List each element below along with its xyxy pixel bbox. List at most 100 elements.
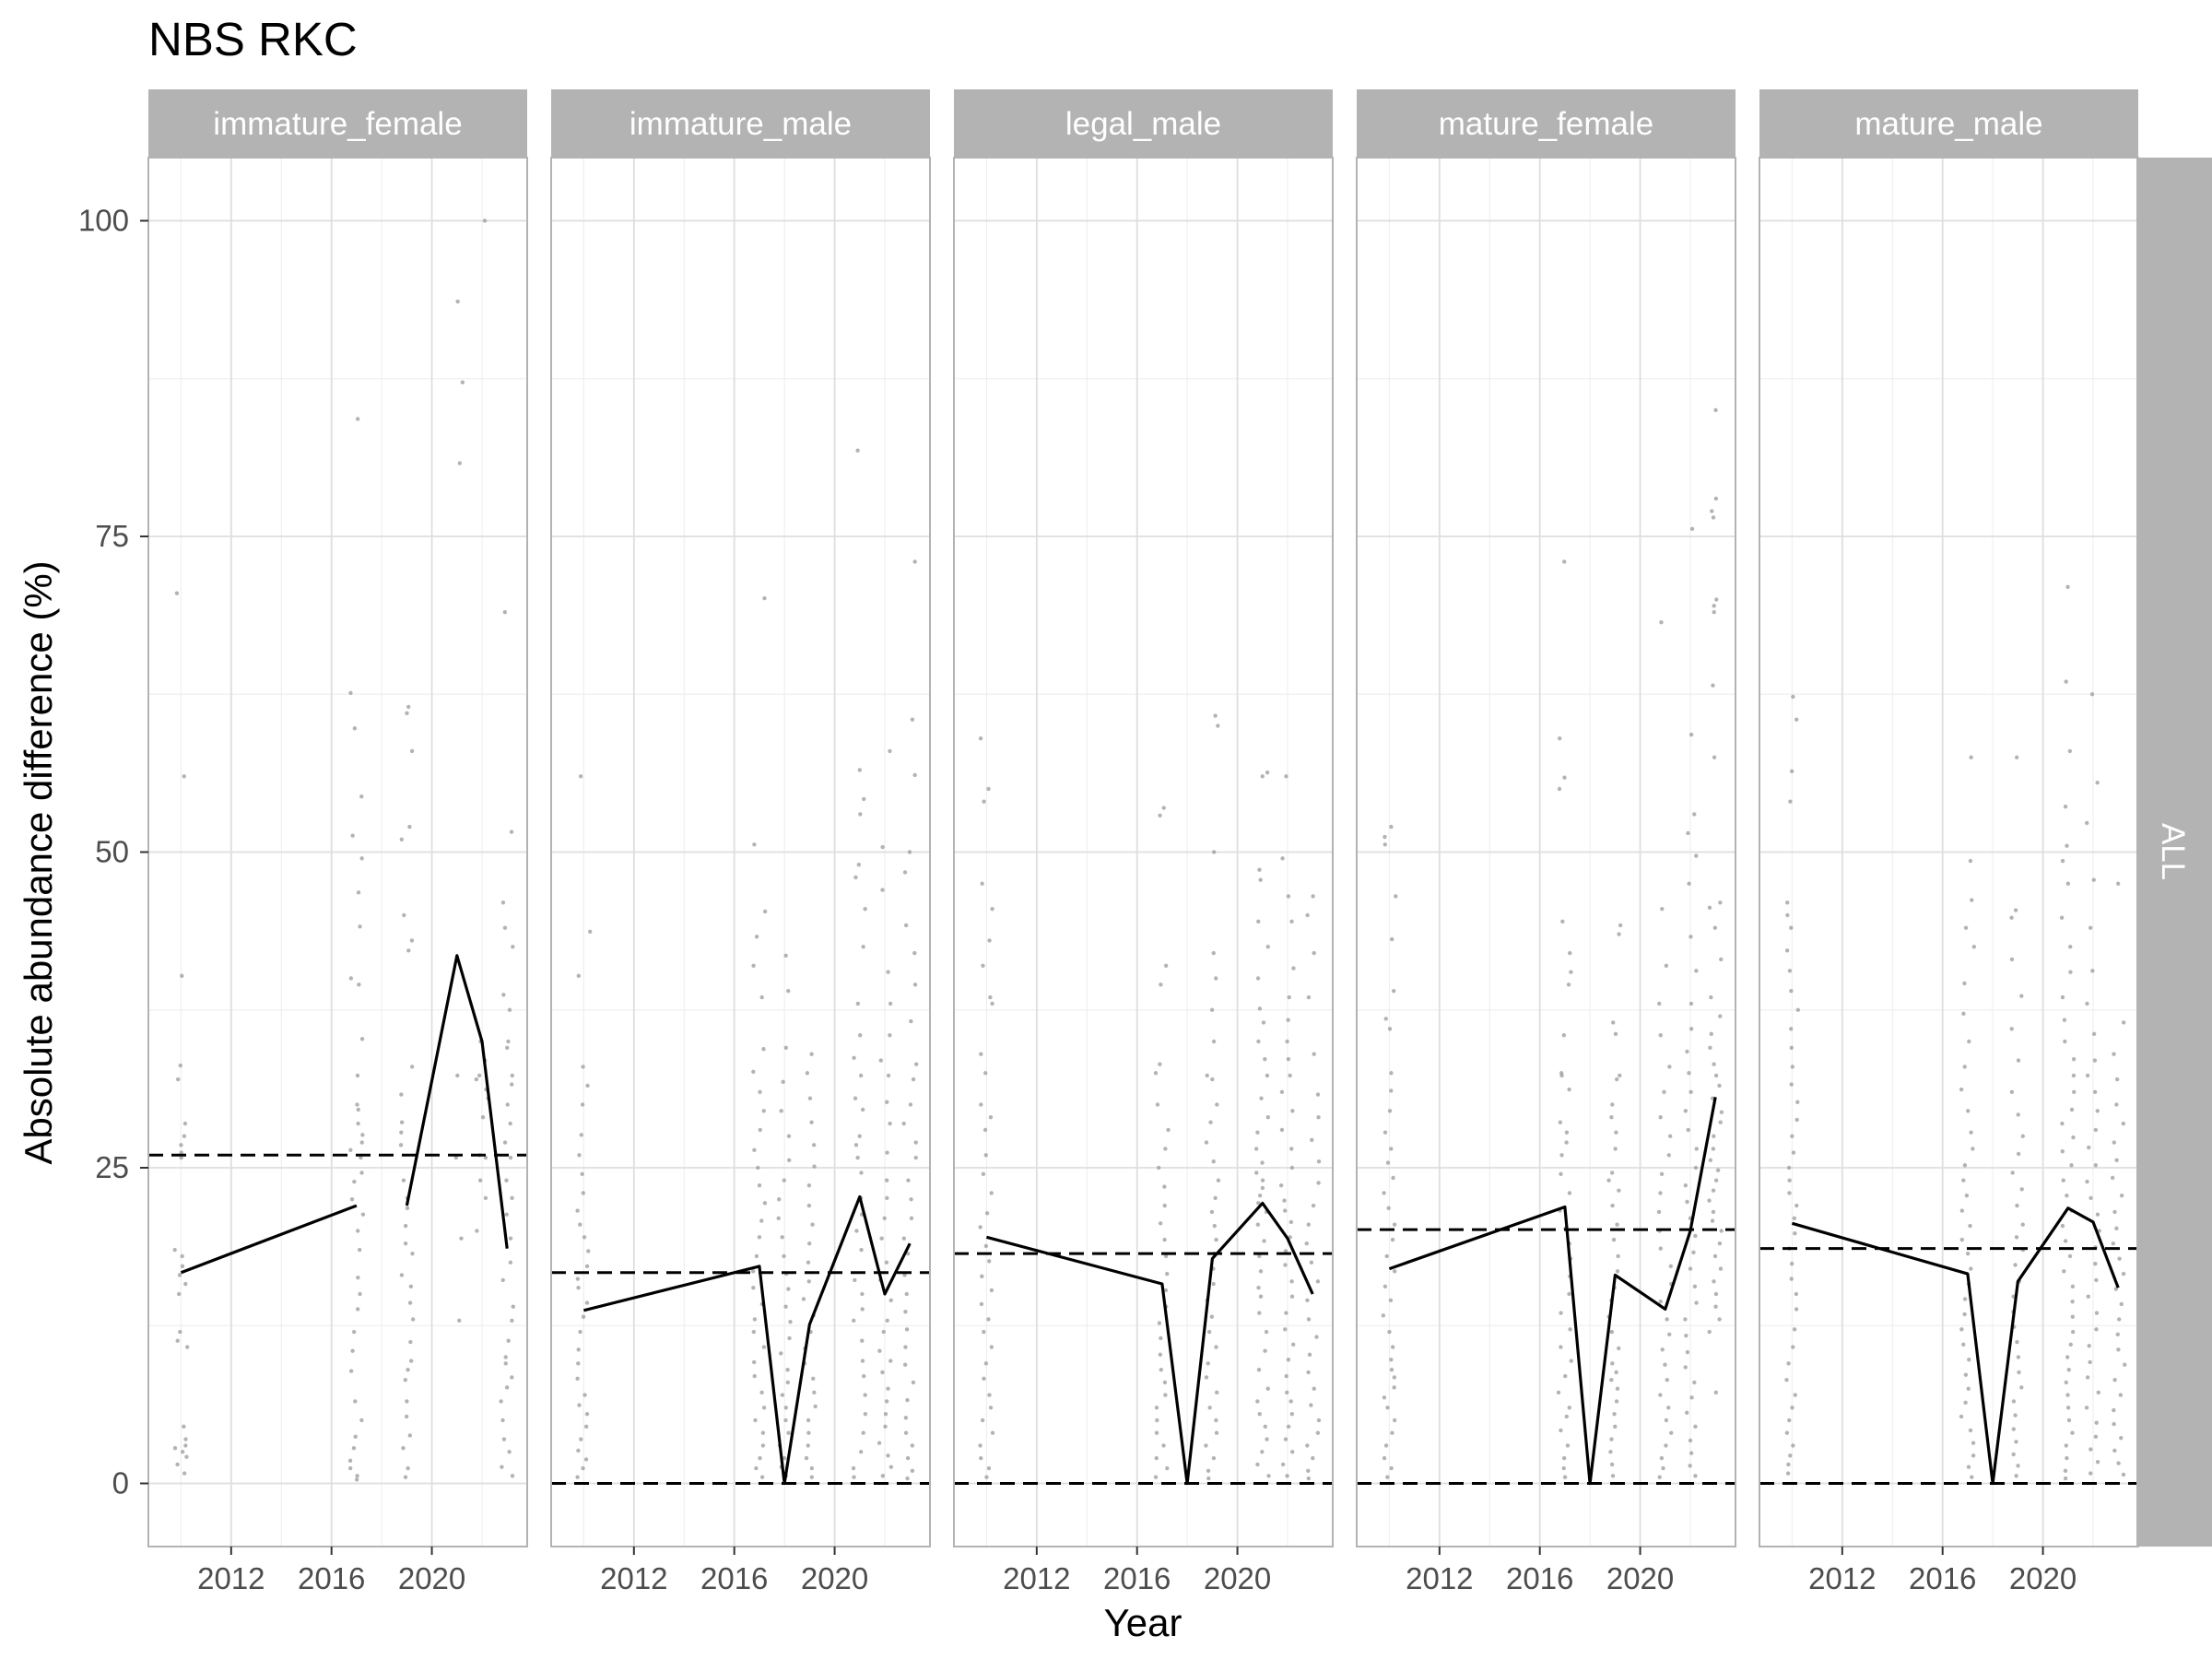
- data-point: [1710, 509, 1714, 513]
- data-point: [1214, 1345, 1218, 1349]
- data-point: [978, 1225, 982, 1230]
- data-point: [575, 1277, 581, 1281]
- data-point: [1286, 894, 1291, 899]
- data-point: [2065, 881, 2071, 886]
- data-point: [1265, 1386, 1270, 1391]
- data-point: [1306, 1476, 1312, 1481]
- data-point: [1794, 717, 1799, 722]
- data-point: [1787, 969, 1793, 973]
- data-point: [576, 973, 582, 978]
- data-point: [1687, 1071, 1691, 1076]
- data-point: [1265, 1437, 1269, 1441]
- data-point: [1966, 1109, 1971, 1113]
- data-point: [1285, 1474, 1289, 1478]
- data-point: [1711, 1147, 1716, 1151]
- data-point: [978, 736, 983, 741]
- data-point: [1165, 1465, 1170, 1471]
- data-point: [508, 1260, 513, 1265]
- data-point: [760, 1443, 766, 1448]
- data-point: [1289, 919, 1294, 924]
- data-point: [1614, 1399, 1619, 1404]
- data-point: [859, 1247, 864, 1253]
- data-point: [806, 1418, 811, 1423]
- data-point: [506, 1338, 511, 1343]
- data-point: [1564, 1414, 1569, 1419]
- data-point: [578, 1329, 582, 1335]
- data-point: [1558, 1120, 1563, 1124]
- data-point: [861, 945, 865, 949]
- data-point: [2009, 1027, 2014, 1031]
- data-point: [1567, 1191, 1572, 1195]
- data-point: [1659, 1455, 1665, 1461]
- data-point: [1710, 1218, 1715, 1223]
- data-point: [888, 1359, 893, 1363]
- data-point: [1157, 1321, 1162, 1325]
- data-point: [1665, 1317, 1669, 1322]
- data-point: [1263, 1424, 1267, 1430]
- data-point: [356, 890, 361, 895]
- data-point: [1562, 1475, 1568, 1479]
- data-point: [1612, 1411, 1617, 1417]
- data-point: [980, 881, 984, 886]
- data-point: [882, 1216, 887, 1221]
- data-point: [348, 690, 353, 696]
- row-facet-strip-bg: [2136, 158, 2212, 1547]
- data-point: [1279, 1127, 1285, 1133]
- data-point: [1382, 1130, 1388, 1135]
- data-point: [852, 1318, 856, 1323]
- data-point: [806, 1279, 811, 1284]
- data-point: [1254, 1171, 1259, 1175]
- data-point: [1558, 736, 1562, 741]
- data-point: [1156, 1165, 1161, 1171]
- data-point: [812, 1390, 817, 1395]
- data-point: [1255, 1399, 1260, 1404]
- data-point: [1163, 1147, 1168, 1151]
- data-point: [1609, 1437, 1614, 1441]
- data-point: [986, 1465, 992, 1471]
- data-point: [1306, 1222, 1311, 1227]
- data-point: [2112, 1209, 2117, 1215]
- data-point: [1262, 1239, 1266, 1243]
- data-point: [581, 1465, 585, 1471]
- data-point: [905, 1476, 910, 1481]
- data-point: [2011, 1427, 2016, 1431]
- data-point: [2011, 1452, 2016, 1457]
- data-point: [359, 1171, 364, 1175]
- data-point: [1712, 1253, 1718, 1259]
- data-point: [1289, 1165, 1295, 1171]
- data-point: [854, 1229, 859, 1233]
- data-point: [1793, 1231, 1797, 1236]
- data-point: [907, 850, 912, 854]
- data-point: [184, 1454, 189, 1459]
- data-point: [1305, 1443, 1310, 1448]
- data-point: [1609, 1462, 1615, 1467]
- data-point: [1214, 976, 1218, 981]
- data-point: [987, 1393, 992, 1397]
- data-point: [1692, 1380, 1697, 1385]
- data-point: [752, 1317, 758, 1322]
- data-point: [1387, 1027, 1393, 1031]
- data-point: [2065, 1455, 2069, 1461]
- data-point: [172, 1247, 177, 1253]
- data-point: [1569, 1359, 1573, 1363]
- data-point: [2094, 1420, 2099, 1425]
- data-point: [912, 950, 917, 956]
- data-point: [984, 1475, 989, 1479]
- data-point: [990, 906, 994, 912]
- data-point: [1163, 1253, 1169, 1259]
- data-point: [1789, 1082, 1794, 1087]
- data-point: [851, 1465, 856, 1471]
- data-point: [1561, 1032, 1567, 1038]
- data-point: [1788, 1453, 1793, 1458]
- data-point: [1711, 683, 1715, 688]
- data-point: [2112, 1140, 2117, 1145]
- data-point: [1660, 906, 1665, 912]
- data-point: [1208, 1120, 1213, 1124]
- data-point: [1664, 963, 1669, 969]
- data-point: [357, 1247, 362, 1253]
- data-point: [904, 1291, 909, 1297]
- data-point: [1791, 1345, 1795, 1349]
- data-point: [406, 704, 411, 710]
- data-point: [1211, 950, 1216, 956]
- data-point: [1693, 1474, 1698, 1478]
